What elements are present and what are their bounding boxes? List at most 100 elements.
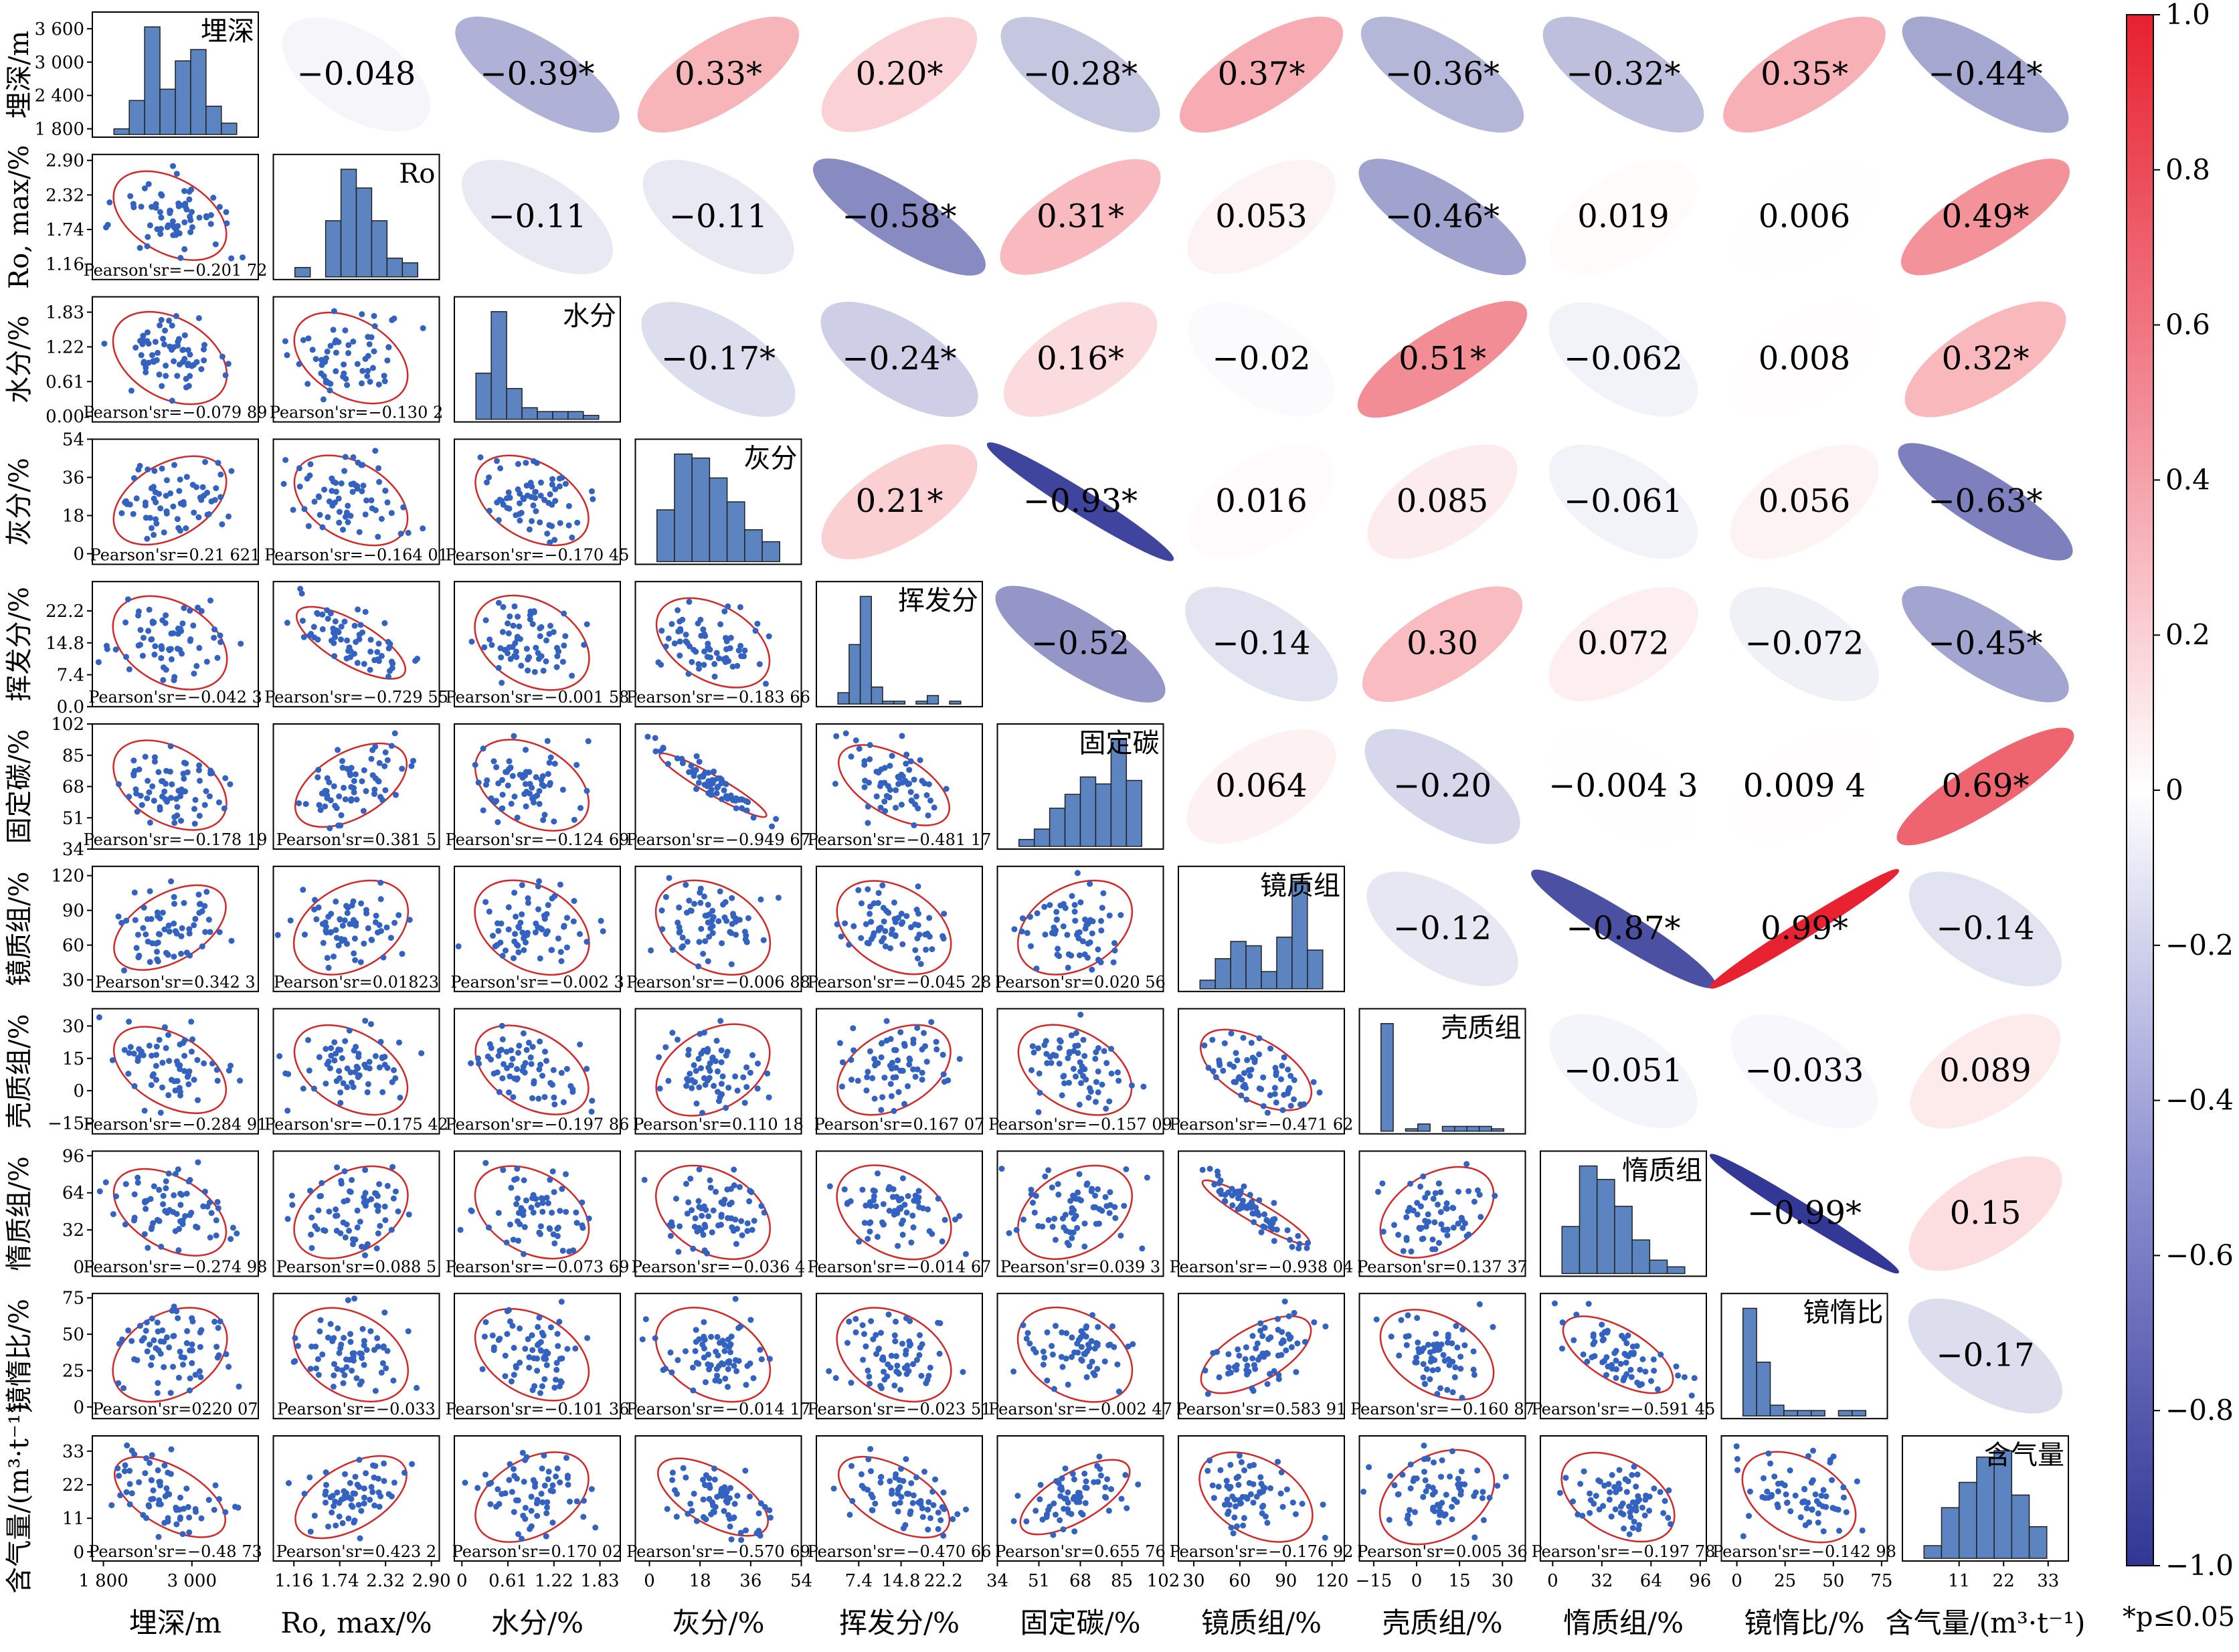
scatter-point [300, 887, 306, 893]
scatter-point [1089, 1312, 1095, 1318]
scatter-point [913, 1474, 919, 1481]
scatter-point [163, 373, 169, 379]
scatter-point [457, 1226, 464, 1233]
scatter-point [1248, 1067, 1255, 1073]
scatter-point [539, 1200, 546, 1206]
cell-8-8: 惰质组 [1540, 1150, 1707, 1277]
scatter-point [323, 355, 329, 361]
correlation-ellipse [1909, 871, 2062, 986]
scatter-point [153, 499, 159, 506]
scatter-point [1430, 1196, 1437, 1202]
cell-10-2: Pearson'sr=0.170 02 [452, 1435, 622, 1562]
scatter-point [1075, 935, 1082, 941]
scatter-point [149, 1477, 155, 1483]
scatter-point [511, 1509, 517, 1516]
scatter-point [342, 1234, 349, 1241]
scatter-point [1259, 1503, 1265, 1510]
scatter-point [126, 1467, 133, 1474]
scatter-point [325, 616, 331, 622]
scatter-point [190, 622, 197, 629]
scatter-point [150, 1495, 157, 1502]
scatter-point [324, 348, 331, 355]
scatter-point [1029, 1043, 1036, 1050]
scatter-point [1733, 1443, 1740, 1450]
scatter-point [1051, 1386, 1057, 1392]
scatter-point [1272, 1065, 1279, 1071]
scatter-point [859, 1186, 866, 1193]
correlation-value-label: 0.009 4 [1743, 767, 1866, 805]
scatter-point [919, 1505, 925, 1511]
scatter-point [1095, 946, 1101, 953]
scatter-point [317, 1193, 323, 1200]
scatter-point [760, 937, 767, 943]
scatter-point [861, 1220, 868, 1226]
scatter-point [1073, 1030, 1079, 1036]
scatter-point [903, 760, 909, 767]
colorbar-tick-label: −0.6 [2165, 1238, 2234, 1271]
scatter-point [689, 1364, 696, 1371]
scatter-point [227, 781, 234, 788]
correlation-value-label: −0.17* [661, 340, 776, 377]
scatter-point [367, 1328, 374, 1335]
cell-4-4: 挥发分 [816, 581, 983, 708]
scatter-point [1087, 881, 1093, 887]
cell-8-0: Pearson'sr=−0.274 98 [84, 1150, 267, 1277]
scatter-point [718, 1213, 725, 1220]
scatter-point [550, 629, 557, 636]
scatter-point [1405, 1512, 1411, 1519]
scatter-point [1082, 1351, 1088, 1358]
scatter-point [504, 1331, 511, 1338]
scatter-point [1747, 1488, 1753, 1495]
scatter-point [1413, 1354, 1419, 1361]
scatter-point [311, 498, 318, 505]
scatter-point [556, 1383, 563, 1390]
scatter-point [406, 917, 413, 923]
scatter-point [553, 1473, 559, 1480]
scatter-point [695, 1198, 702, 1204]
histogram-bar [1579, 1165, 1598, 1275]
scatter-point [159, 909, 166, 916]
scatter-point [490, 1347, 497, 1354]
scatter-point [1082, 1499, 1089, 1506]
scatter-point [1570, 1498, 1577, 1505]
scatter-point [117, 1492, 124, 1499]
scatter-point [232, 1503, 238, 1510]
scatter-point [156, 1479, 163, 1485]
scatter-point [333, 935, 340, 941]
scatter-point [506, 758, 513, 765]
correlation-ellipse [641, 302, 796, 417]
scatter-point [727, 634, 734, 641]
scatter-point [1093, 1079, 1099, 1085]
scatter-point [868, 1318, 875, 1324]
scatter-point [175, 625, 181, 632]
scatter-point [159, 465, 165, 472]
scatter-point [514, 1066, 520, 1073]
scatter-point [664, 761, 671, 767]
scatter-point [730, 1515, 737, 1522]
scatter-point [848, 753, 855, 760]
scatter-point [1454, 1344, 1461, 1351]
cell-1-4: −0.58* [813, 158, 986, 276]
pearson-r-label: Pearson'sr=−0.481 17 [808, 830, 992, 849]
scatter-point [351, 622, 358, 629]
cell-5-8: −0.004 3 [1548, 729, 1698, 844]
confidence-ellipse [113, 884, 227, 971]
scatter-point [323, 1499, 329, 1506]
scatter-point [148, 1082, 155, 1089]
scatter-point [1278, 1076, 1284, 1083]
scatter-point [563, 1066, 570, 1073]
scatter-point [1233, 1050, 1239, 1057]
y-axis-tick-label: 14.8 [46, 634, 84, 654]
scatter-point [707, 1060, 713, 1067]
histogram-bar [1649, 1259, 1668, 1275]
scatter-point [1854, 1478, 1860, 1485]
scatter-point [562, 633, 569, 640]
scatter-point [551, 760, 558, 767]
scatter-point [378, 1369, 385, 1376]
scatter-point [1271, 1238, 1277, 1245]
scatter-point [1465, 1188, 1472, 1194]
scatter-point [127, 1044, 134, 1050]
scatter-point [537, 1339, 544, 1346]
histogram-bar [1079, 776, 1097, 847]
scatter-point [1033, 1507, 1039, 1514]
